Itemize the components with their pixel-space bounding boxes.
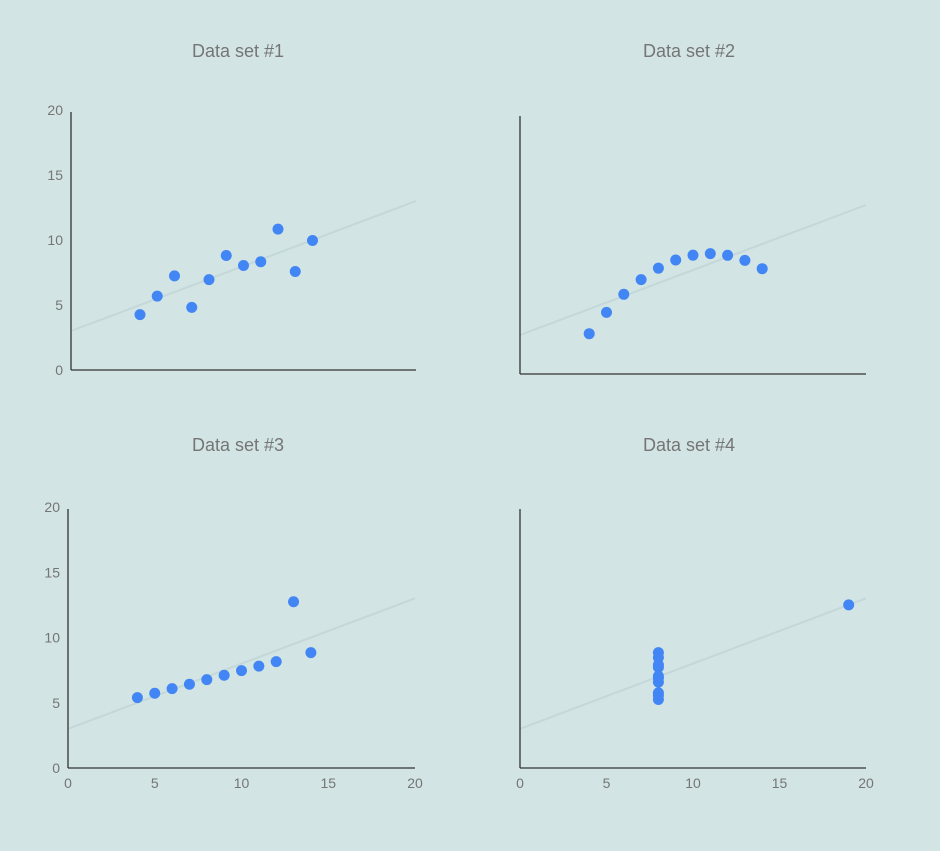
x-tick-label: 20 — [858, 775, 874, 791]
data-point — [652, 689, 664, 701]
y-tick-label: 15 — [44, 564, 60, 580]
data-point — [201, 674, 213, 686]
data-point — [253, 660, 265, 672]
y-tick-label: 5 — [52, 695, 60, 711]
chart-title: Data set #3 — [192, 435, 284, 455]
data-point — [652, 262, 664, 274]
data-point — [169, 270, 180, 282]
data-point — [635, 274, 647, 286]
data-point — [186, 301, 198, 313]
data-point — [270, 656, 282, 668]
data-point — [289, 265, 301, 277]
data-point — [601, 306, 612, 318]
y-tick-label: 10 — [47, 232, 63, 248]
x-tick-label: 20 — [407, 775, 423, 791]
x-tick-label: 5 — [603, 775, 611, 791]
x-tick-label: 5 — [151, 775, 159, 791]
panel-2: Data set #2 — [519, 41, 867, 375]
data-point — [722, 249, 734, 261]
data-point — [739, 254, 751, 266]
y-tick-label: 0 — [52, 760, 60, 776]
chart-title: Data set #4 — [643, 435, 735, 455]
panel-4: Data set #4 0 5 10 15 20 — [516, 435, 874, 791]
x-tick-label: 10 — [685, 775, 701, 791]
x-tick-label: 0 — [516, 775, 524, 791]
trendline — [519, 204, 867, 336]
data-point — [255, 256, 267, 268]
data-point — [843, 599, 855, 611]
data-point — [238, 259, 249, 271]
data-point — [183, 678, 195, 690]
data-point — [149, 687, 161, 699]
data-point — [670, 254, 682, 266]
data-point — [236, 665, 247, 677]
data-point — [166, 683, 178, 695]
y-tick-label: 10 — [44, 630, 60, 646]
chart-title: Data set #2 — [643, 41, 735, 61]
data-point — [583, 328, 595, 340]
y-tick-label: 20 — [47, 102, 63, 118]
data-point — [218, 669, 230, 681]
data-point — [134, 309, 146, 321]
y-tick-label: 20 — [44, 499, 60, 515]
data-point — [272, 223, 284, 235]
y-tick-label: 5 — [55, 297, 63, 313]
x-tick-label: 0 — [64, 775, 72, 791]
panel-3: Data set #3 0 5 10 15 20 0 5 10 15 20 — [44, 435, 423, 791]
y-tick-label: 15 — [47, 167, 63, 183]
data-point — [704, 248, 716, 260]
x-tick-label: 15 — [320, 775, 336, 791]
data-point — [203, 274, 215, 286]
trendline — [67, 597, 416, 730]
data-point — [151, 290, 163, 302]
x-tick-label: 10 — [234, 775, 250, 791]
y-tick-label: 0 — [55, 362, 63, 378]
data-point — [618, 288, 630, 300]
panel-1: Data set #1 0 5 10 15 20 — [47, 41, 417, 378]
data-point — [220, 249, 232, 261]
chart-title: Data set #1 — [192, 41, 284, 61]
data-point — [288, 596, 300, 608]
data-point — [305, 647, 317, 659]
data-point — [131, 692, 143, 704]
trendline — [519, 597, 867, 730]
data-point — [652, 672, 664, 684]
data-point — [652, 659, 664, 671]
data-point — [756, 263, 768, 275]
data-point — [687, 249, 699, 261]
x-tick-label: 15 — [772, 775, 788, 791]
data-point — [307, 235, 318, 247]
